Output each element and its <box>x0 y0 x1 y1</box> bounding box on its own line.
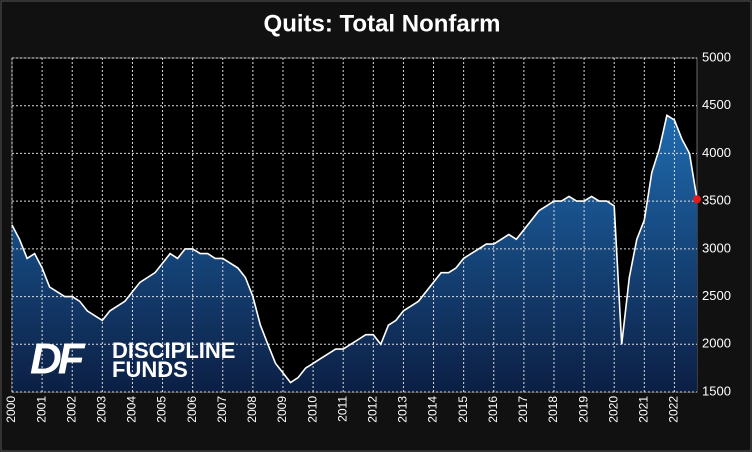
x-tick-label: 2010 <box>305 396 319 423</box>
x-tick-label: 2014 <box>426 396 440 423</box>
x-tick-label: 2017 <box>516 396 530 423</box>
area <box>12 115 697 393</box>
x-tick-label: 2006 <box>185 396 199 423</box>
y-tick-label: 4500 <box>702 97 731 112</box>
x-tick-label: 2013 <box>396 396 410 423</box>
line <box>11 114 698 384</box>
y-tick-label: 1500 <box>702 383 731 398</box>
x-tick-label: 2020 <box>606 396 620 423</box>
x-tick-label: 2008 <box>245 396 259 423</box>
x-tick-label: 2005 <box>155 396 169 423</box>
chart-title: Quits: Total Nonfarm <box>264 10 501 37</box>
y-tick-label: 3000 <box>702 240 731 255</box>
x-tick-label: 2009 <box>275 396 289 423</box>
y-tick-label: 5000 <box>702 49 731 64</box>
watermark-text: FUNDS <box>112 357 188 382</box>
x-tick-label: 2022 <box>667 396 681 423</box>
x-tick-label: 2004 <box>125 396 139 423</box>
x-tick-label: 2001 <box>34 396 48 423</box>
x-tick-label: 2007 <box>215 396 229 423</box>
y-tick-label: 2000 <box>702 336 731 351</box>
x-tick-label: 2012 <box>365 396 379 423</box>
x-tick-label: 2019 <box>576 396 590 423</box>
x-tick-label: 2011 <box>335 396 349 422</box>
y-tick-label: 3500 <box>702 193 731 208</box>
x-tick-label: 2002 <box>64 396 78 423</box>
y-tick-label: 4000 <box>702 145 731 160</box>
x-tick-label: 2000 <box>4 396 18 423</box>
watermark-text: DISCIPLINE <box>112 338 235 363</box>
y-tick-label: 2500 <box>702 288 731 303</box>
x-tick-label: 2018 <box>546 396 560 423</box>
watermark-logo: DF <box>30 335 86 384</box>
x-tick-label: 2016 <box>486 396 500 423</box>
x-tick-label: 2015 <box>456 396 470 423</box>
last-point <box>693 195 701 204</box>
x-tick-label: 2003 <box>95 396 109 423</box>
x-tick-label: 2021 <box>636 396 650 423</box>
